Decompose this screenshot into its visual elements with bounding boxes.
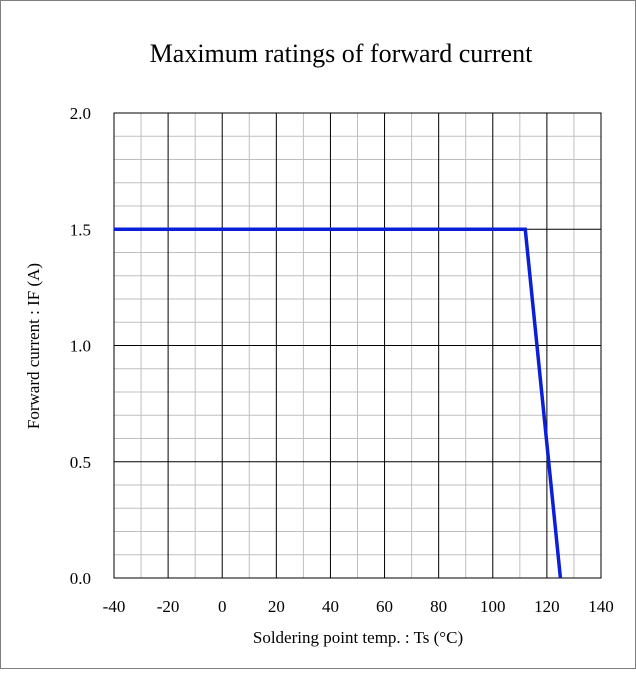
y-tick-label: 0.5: [70, 453, 91, 472]
x-tick-label: 100: [480, 597, 506, 616]
minor-grid: [114, 113, 601, 578]
x-tick-label: 80: [430, 597, 447, 616]
series-line-0: [114, 227, 563, 579]
major-grid: [114, 113, 601, 578]
x-tick-labels: -40 -20 0 20 40 60 80 100 120 140: [103, 597, 614, 616]
x-tick-label: 20: [268, 597, 285, 616]
y-tick-label: 1.5: [70, 220, 91, 239]
x-tick-label: 140: [588, 597, 614, 616]
x-axis-label: Soldering point temp. : Ts (°C): [253, 628, 463, 647]
x-tick-label: -40: [103, 597, 126, 616]
y-tick-label: 1.0: [70, 337, 91, 356]
y-axis-label: Forward current : IF (A): [24, 263, 43, 429]
y-tick-label: 0.0: [70, 569, 91, 588]
x-tick-label: 120: [534, 597, 560, 616]
series-layer: [114, 227, 563, 579]
y-tick-label: 2.0: [70, 104, 91, 123]
y-tick-labels: 0.0 0.5 1.0 1.5 2.0: [70, 104, 91, 588]
x-tick-label: 0: [218, 597, 227, 616]
x-tick-label: 40: [322, 597, 339, 616]
x-tick-label: -20: [157, 597, 180, 616]
x-tick-label: 60: [376, 597, 393, 616]
chart-title: Maximum ratings of forward current: [150, 39, 533, 68]
plot-area: [113, 112, 602, 579]
